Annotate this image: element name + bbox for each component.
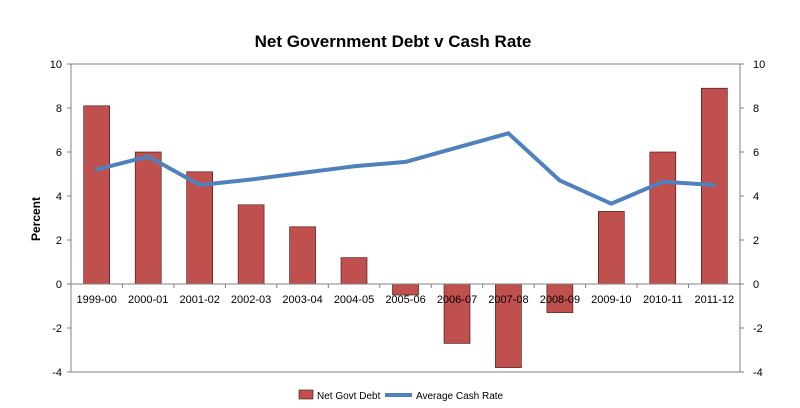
y-right-tick-label-8: 8	[753, 103, 759, 115]
bar-1999-00	[83, 105, 110, 285]
y-left-tick-label-0: 0	[56, 279, 62, 291]
y-left-tick-label-8: 8	[56, 103, 62, 115]
y-left-tick-label--4: -4	[52, 367, 62, 379]
bar-2002-03	[237, 204, 265, 285]
x-tick-label-2009-10: 2009-10	[591, 294, 631, 306]
y-right-tick-label-4: 4	[753, 191, 759, 203]
y-right-tick-label--2: -2	[753, 323, 763, 335]
x-tick-label-2010-11: 2010-11	[643, 294, 683, 306]
y-right-tick-label--4: -4	[753, 367, 763, 379]
x-tick-label-2000-01: 2000-01	[128, 294, 168, 306]
bar-2000-01	[134, 151, 162, 285]
bar-2004-05	[340, 257, 368, 285]
y-right-tick-label-6: 6	[753, 147, 759, 159]
x-tick-label-2003-04: 2003-04	[282, 294, 322, 306]
x-tick-label-2001-02: 2001-02	[180, 294, 220, 306]
y-right-tick-label-2: 2	[753, 235, 759, 247]
bar-2009-10	[597, 211, 625, 285]
legend: Net Govt Debt Average Cash Rate	[298, 389, 504, 402]
y-left-tick-label-10: 10	[50, 59, 62, 71]
x-tick-label-1999-00: 1999-00	[77, 294, 117, 306]
x-tick-label-2006-07: 2006-07	[437, 294, 477, 306]
bar-2003-04	[289, 226, 316, 285]
bar-2006-07	[443, 283, 471, 344]
y-axis-label: Percent	[29, 197, 43, 241]
y-left-tick-label-6: 6	[56, 147, 62, 159]
x-tick-label-2005-06: 2005-06	[385, 294, 425, 306]
y-left-tick-label--2: -2	[52, 323, 62, 335]
bars-layer	[83, 87, 728, 368]
x-tick-label-2007-08: 2007-08	[488, 294, 528, 306]
y-right-tick-label-0: 0	[753, 279, 759, 291]
y-left-tick-label-2: 2	[56, 235, 62, 247]
x-tick-label-2004-05: 2004-05	[334, 294, 374, 306]
series-line-average-cash-rate	[94, 131, 717, 206]
bar-2001-02	[186, 171, 213, 285]
x-tick-label-2008-09: 2008-09	[540, 294, 580, 306]
y-left-tick-label-4: 4	[56, 191, 62, 203]
axes-layer: 1999-00 2000-01 2001-02 2002-03 2003-04 2004-…	[50, 59, 766, 379]
legend-swatch-net-govt-debt	[298, 389, 314, 400]
line-layer	[94, 131, 717, 206]
legend-label-net-govt-debt: Net Govt Debt	[317, 391, 381, 402]
chart-title: Net Government Debt v Cash Rate	[255, 32, 532, 51]
legend-label-average-cash-rate: Average Cash Rate	[416, 391, 504, 402]
y-right-tick-label-10: 10	[753, 59, 765, 71]
x-tick-label-2002-03: 2002-03	[231, 294, 271, 306]
bar-2008-09	[546, 283, 574, 313]
bar-2007-08	[495, 283, 522, 368]
bar-2010-11	[649, 151, 677, 285]
plot-area-frame	[70, 63, 741, 373]
x-tick-label-2011-12: 2011-12	[695, 294, 735, 306]
